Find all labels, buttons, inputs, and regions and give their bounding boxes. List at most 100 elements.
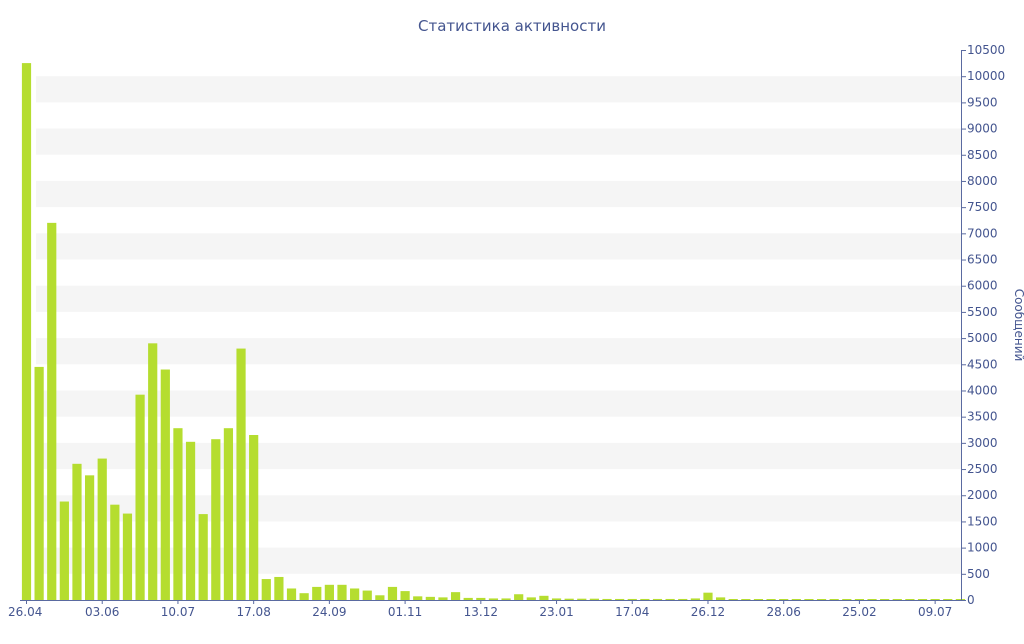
- bar: [160, 369, 170, 600]
- bar: [551, 598, 562, 600]
- y-tick-label: 6000: [967, 279, 998, 293]
- bar: [400, 591, 410, 600]
- bar: [615, 598, 625, 600]
- bar: [716, 597, 726, 600]
- bar: [678, 598, 688, 600]
- bar: [299, 593, 309, 600]
- bar: [72, 463, 82, 600]
- x-tick-label: 23.01: [539, 605, 573, 619]
- bar: [766, 599, 776, 600]
- bar: [312, 586, 322, 600]
- bar: [375, 595, 385, 600]
- bar: [501, 598, 511, 600]
- bar: [413, 596, 423, 600]
- bar: [337, 584, 347, 600]
- bar: [917, 599, 928, 600]
- y-tick-label: 0: [967, 593, 975, 607]
- y-tick-label: 2500: [967, 462, 998, 476]
- bar: [514, 594, 524, 600]
- bar: [85, 475, 95, 600]
- bar: [223, 428, 234, 600]
- bar: [905, 599, 915, 600]
- bar: [236, 348, 246, 600]
- bar: [476, 597, 486, 600]
- bar: [488, 598, 499, 600]
- y-tick-label: 10500: [967, 43, 1005, 57]
- bar: [425, 596, 435, 600]
- y-tick-label: 6500: [967, 253, 998, 267]
- y-tick-label: 1000: [967, 541, 998, 555]
- grid-band: [36, 76, 961, 103]
- bar: [362, 590, 372, 600]
- bar: [122, 513, 133, 600]
- bar: [741, 599, 751, 600]
- y-tick-label: 8000: [967, 174, 998, 188]
- bar: [34, 366, 44, 600]
- x-tick-label: 09.07: [918, 605, 952, 619]
- bar: [387, 586, 398, 600]
- x-tick-label: 01.11: [388, 605, 422, 619]
- bar: [110, 504, 120, 600]
- bar: [880, 599, 890, 600]
- bars-group: [21, 63, 965, 601]
- bar: [450, 592, 461, 600]
- x-tick-label: 03.06: [85, 605, 119, 619]
- grid-band: [36, 180, 961, 208]
- bar: [539, 595, 549, 600]
- grid-band: [36, 338, 961, 365]
- y-tick-label: 500: [967, 567, 990, 581]
- bar: [59, 501, 69, 600]
- x-tick-label: 28.06: [767, 605, 801, 619]
- y-tick-label: 2000: [967, 488, 998, 502]
- bar: [943, 599, 953, 600]
- bar: [816, 599, 827, 600]
- bar: [577, 598, 587, 600]
- y-tick-label: 9000: [967, 122, 998, 136]
- x-tick-label: 24.09: [312, 605, 346, 619]
- bar: [350, 588, 360, 600]
- y-tick-label: 7500: [967, 200, 998, 214]
- bar: [728, 599, 738, 600]
- bar: [930, 599, 940, 600]
- grid-band: [36, 128, 961, 155]
- y-tick-label: 3000: [967, 436, 998, 450]
- bar: [665, 598, 675, 600]
- bar: [753, 599, 764, 600]
- bar: [324, 584, 334, 600]
- bar: [438, 597, 448, 600]
- bar: [185, 441, 196, 600]
- y-axis-label: Сообщений: [1012, 289, 1024, 362]
- bar: [463, 597, 473, 600]
- bar: [286, 588, 297, 600]
- bar: [249, 435, 259, 600]
- axes-group: [20, 50, 966, 604]
- bar: [173, 428, 183, 600]
- grid-band: [36, 285, 961, 312]
- bar: [526, 597, 536, 600]
- bar: [47, 222, 57, 601]
- bar: [97, 458, 107, 600]
- y-tick-label: 7000: [967, 226, 998, 240]
- y-tick-label: 4000: [967, 383, 998, 397]
- bar: [690, 598, 700, 600]
- bar: [640, 598, 650, 600]
- bar: [703, 592, 713, 600]
- bar: [211, 439, 221, 600]
- bar: [135, 394, 145, 600]
- y-tick-label: 3500: [967, 410, 998, 424]
- y-tick-label: 10000: [967, 69, 1005, 83]
- bar: [627, 598, 637, 600]
- bar: [274, 576, 284, 600]
- bar: [148, 343, 158, 600]
- bar: [564, 598, 574, 600]
- y-tick-label: 8500: [967, 148, 998, 162]
- bar: [867, 599, 877, 600]
- y-tick-label: 4500: [967, 357, 998, 371]
- grid-band: [36, 233, 961, 260]
- bar: [261, 579, 271, 600]
- y-tick-label: 9500: [967, 95, 998, 109]
- x-tick-label: 25.02: [842, 605, 876, 619]
- bar: [955, 599, 965, 600]
